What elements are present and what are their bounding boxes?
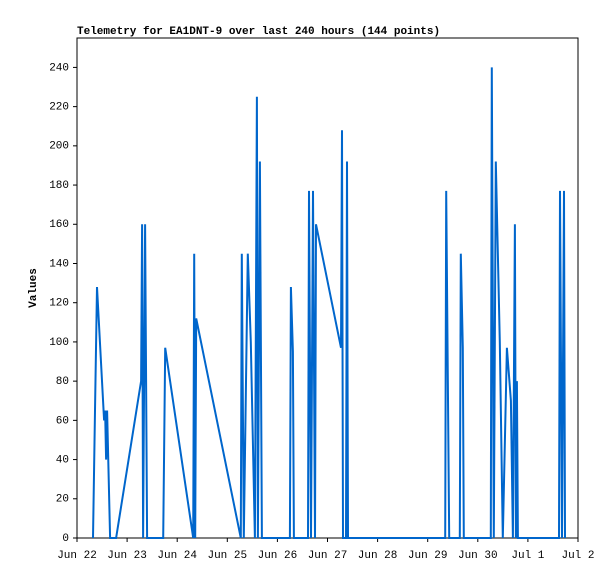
y-tick-label: 140 xyxy=(49,258,69,270)
x-tick-label: Jun 24 xyxy=(157,550,197,562)
x-tick-label: Jul 2 xyxy=(561,550,594,562)
x-tick-label: Jun 30 xyxy=(458,550,498,562)
x-tick-label: Jun 27 xyxy=(308,550,348,562)
chart-title: Telemetry for EA1DNT-9 over last 240 hou… xyxy=(77,26,440,38)
y-tick-label: 160 xyxy=(49,219,69,231)
y-tick-label: 60 xyxy=(56,415,69,427)
y-tick-label: 20 xyxy=(56,494,69,506)
y-tick-label: 180 xyxy=(49,180,69,192)
x-tick-label: Jul 1 xyxy=(511,550,544,562)
x-tick-label: Jun 29 xyxy=(408,550,448,562)
y-tick-label: 120 xyxy=(49,298,69,310)
y-tick-label: 240 xyxy=(49,62,69,74)
x-tick-label: Jun 23 xyxy=(107,550,147,562)
y-axis-label: Values xyxy=(28,268,40,308)
y-tick-label: 40 xyxy=(56,454,69,466)
y-tick-label: 0 xyxy=(62,533,69,545)
y-tick-label: 100 xyxy=(49,337,69,349)
y-tick-label: 80 xyxy=(56,376,69,388)
data-line xyxy=(92,67,566,539)
x-tick-label: Jun 26 xyxy=(258,550,298,562)
x-tick-label: Jun 28 xyxy=(358,550,398,562)
y-tick-label: 220 xyxy=(49,102,69,114)
y-tick-label: 200 xyxy=(49,141,69,153)
x-tick-label: Jun 22 xyxy=(57,550,97,562)
x-tick-label: Jun 25 xyxy=(207,550,247,562)
